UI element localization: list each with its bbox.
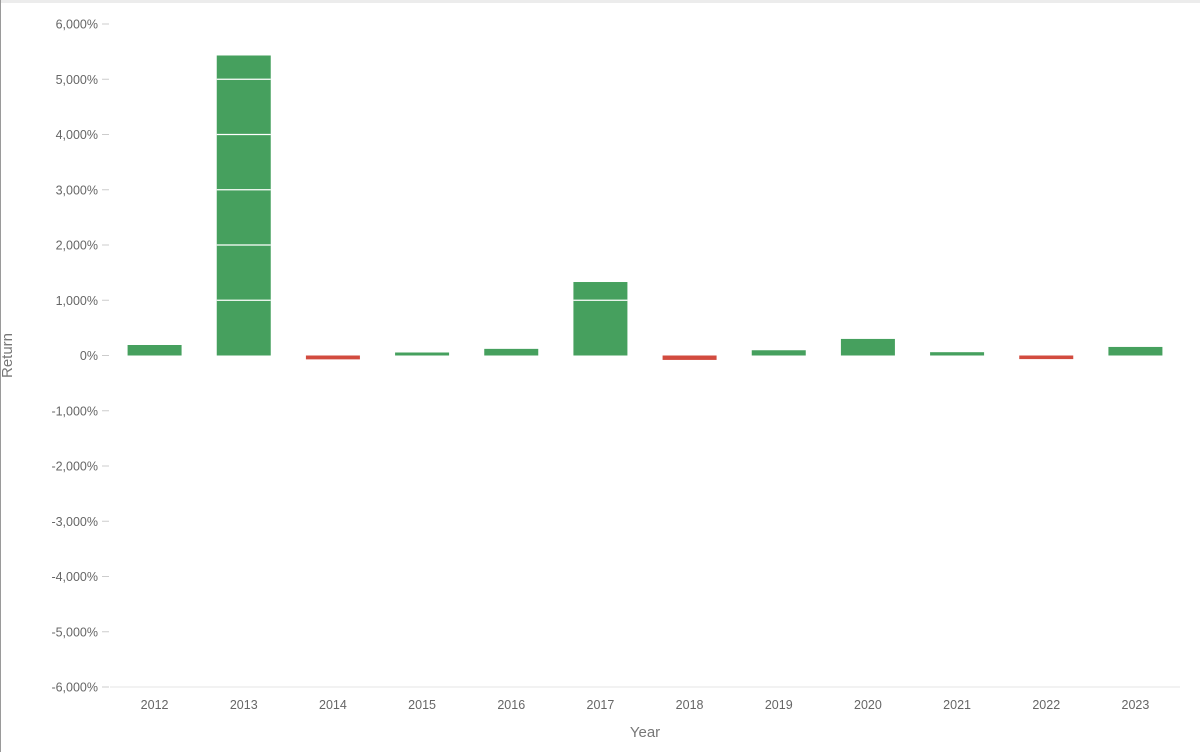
x-axis: 2012 2013 2014 2015 2016 2017 2018 2019 2020 2021… [110,686,1180,712]
y-tick-label: 3,000% [56,183,98,197]
x-tick-label: 2020 [854,698,882,712]
bar-2019[interactable] [751,350,806,356]
x-axis-title: Year [630,724,660,741]
left-border [0,0,1,752]
x-tick-label: 2014 [319,698,347,712]
bar-2012[interactable] [127,345,182,356]
x-tick-label: 2021 [943,698,971,712]
y-tick-label: -6,000% [51,681,98,695]
y-tick-label: 4,000% [56,128,98,142]
y-tick-label: 0% [80,349,98,363]
y-tick-label: -2,000% [51,460,98,474]
x-tick-label: 2015 [408,698,436,712]
x-tick-label: 2012 [141,698,169,712]
bar-2013[interactable] [216,55,271,356]
x-tick-label: 2022 [1032,698,1060,712]
y-axis: 6,000% 5,000% 4,000% 3,000% 2,000% 1,000% 0% -1… [51,18,109,695]
bar-2018[interactable] [662,355,717,360]
x-tick-label: 2013 [230,698,258,712]
bar-2021[interactable] [930,352,985,356]
bars [127,55,1163,360]
y-tick-label: 5,000% [56,73,98,87]
bar-2023[interactable] [1108,346,1163,356]
bar-2020[interactable] [840,338,895,356]
x-tick-label: 2023 [1122,698,1150,712]
y-tick-label: 2,000% [56,239,98,253]
y-tick-label: -1,000% [51,404,98,418]
y-tick-label: 6,000% [56,18,98,32]
bar-2017[interactable] [573,282,628,356]
bar-2022[interactable] [1019,355,1074,360]
bar-2016[interactable] [484,348,539,356]
x-tick-label: 2018 [676,698,704,712]
x-tick-label: 2017 [587,698,615,712]
top-border [0,0,1200,3]
y-axis-title: Return [0,333,16,378]
y-tick-label: -5,000% [51,625,98,639]
bar-2015[interactable] [395,352,450,356]
y-tick-label: -3,000% [51,515,98,529]
x-tick-label: 2016 [497,698,525,712]
y-tick-label: -4,000% [51,570,98,584]
bar-2014[interactable] [305,355,360,360]
x-tick-label: 2019 [765,698,793,712]
y-tick-label: 1,000% [56,294,98,308]
